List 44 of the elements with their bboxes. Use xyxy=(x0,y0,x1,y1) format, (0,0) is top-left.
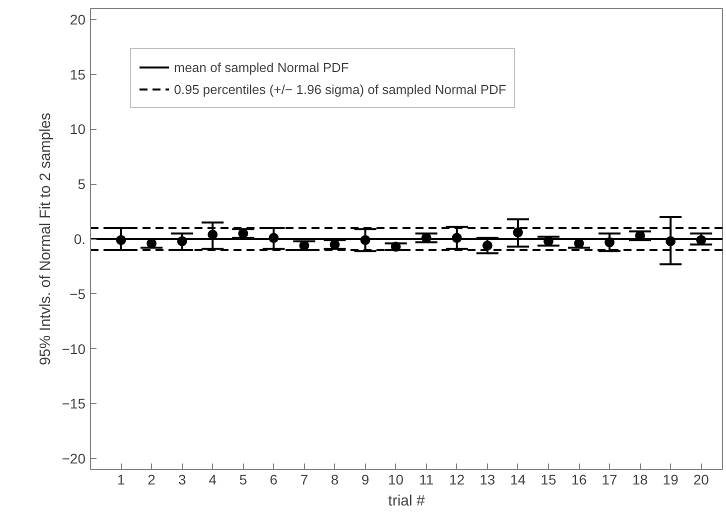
point xyxy=(666,236,676,246)
point xyxy=(452,232,462,243)
x-tick-label: 8 xyxy=(330,472,339,488)
x-tick-label: 10 xyxy=(388,472,404,488)
point xyxy=(604,237,615,248)
y-tick-label: 20 xyxy=(70,11,86,28)
x-tick-label: 2 xyxy=(148,472,156,488)
x-tick-label: 11 xyxy=(419,472,434,488)
point xyxy=(116,235,126,246)
x-tick-label: 9 xyxy=(361,472,370,488)
y-tick-label: 15 xyxy=(70,66,86,82)
point xyxy=(268,232,279,243)
x-tick-label: 5 xyxy=(239,472,248,488)
x-tick-label: 17 xyxy=(602,472,618,488)
point xyxy=(512,227,523,238)
x-tick-label: 7 xyxy=(300,472,308,488)
x-tick-label: 15 xyxy=(540,472,556,488)
y-tick-label: 10 xyxy=(70,121,86,138)
point xyxy=(482,240,492,251)
x-axis-title: trial # xyxy=(388,492,426,510)
x-tick-label: 20 xyxy=(693,472,710,488)
x-tick-label: 4 xyxy=(208,472,217,488)
legend-label: 0.95 percentiles (+/− 1.96 sigma) of sampled Normal PDF xyxy=(174,82,506,96)
y-tick-label: −5 xyxy=(70,286,86,302)
x-tick-label: 18 xyxy=(632,472,648,488)
x-tick-label: 13 xyxy=(480,472,496,488)
x-tick-label: 6 xyxy=(270,472,278,488)
x-tick-label: 3 xyxy=(178,472,186,488)
x-tick-label: 12 xyxy=(449,472,465,488)
y-tick-label: −10 xyxy=(62,340,86,357)
y-tick-label: −20 xyxy=(62,450,86,467)
y-tick-label: 5 xyxy=(78,176,86,192)
y-tick-label: 0. xyxy=(74,231,86,247)
point xyxy=(543,236,554,246)
point xyxy=(360,235,370,246)
y-axis-title: 95% Intvls. of Normal Fit to 2 samples xyxy=(36,112,54,366)
x-tick-label: 1 xyxy=(117,472,126,488)
point xyxy=(390,242,401,252)
point xyxy=(177,236,188,246)
legend-label: mean of sampled Normal PDF xyxy=(174,60,349,74)
x-tick-label: 16 xyxy=(571,472,587,488)
x-tick-label: 19 xyxy=(662,472,679,488)
x-tick-label: 14 xyxy=(510,472,526,488)
y-tick-label: −15 xyxy=(62,396,86,412)
